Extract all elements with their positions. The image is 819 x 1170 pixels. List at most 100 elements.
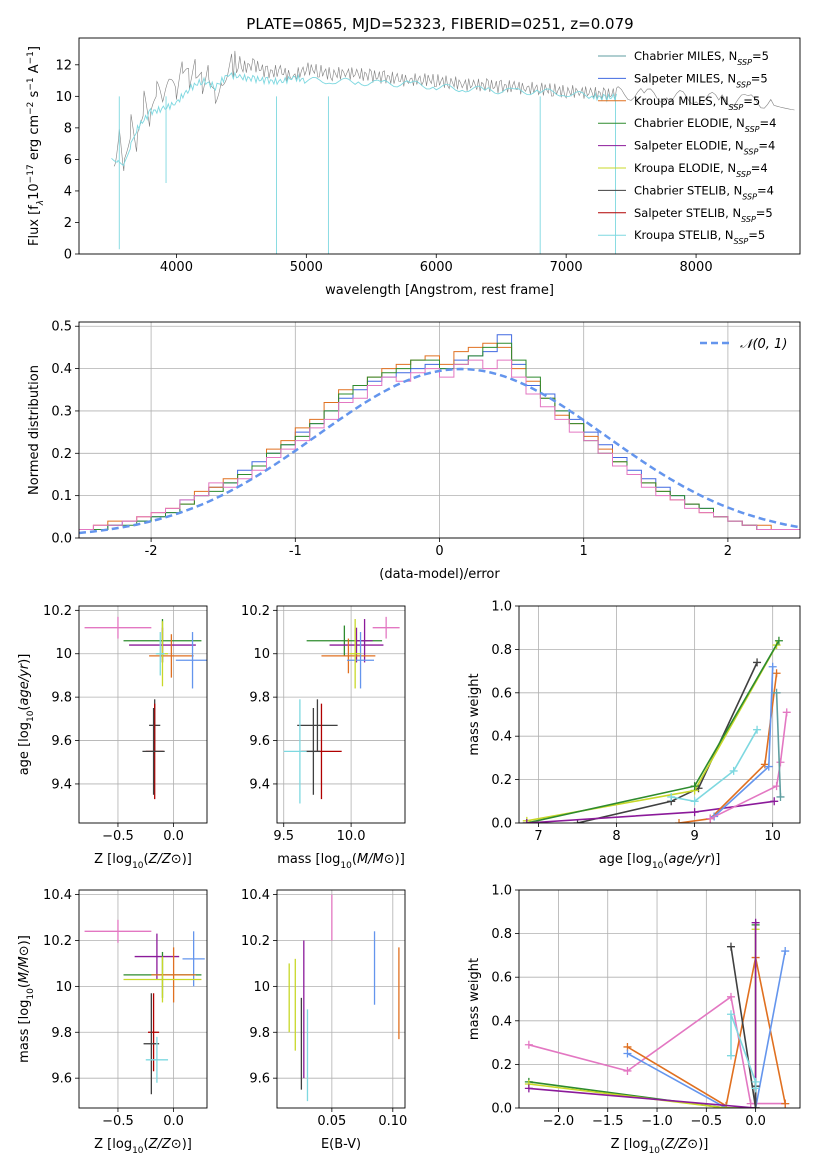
weight-line <box>577 662 758 823</box>
label-part: log <box>17 1000 32 1020</box>
grid-lines <box>277 890 405 1108</box>
y-tick-label: 10 <box>253 980 270 995</box>
axes-frame <box>518 605 801 824</box>
y-tick-label: 9.4 <box>51 777 72 792</box>
weight-marker <box>772 782 781 791</box>
y-tick-label: 0.2 <box>51 447 72 462</box>
label-part: log <box>632 852 652 867</box>
y-tick-label: 2 <box>64 216 72 231</box>
label-part: Chabrier ELODIE, N <box>634 116 745 130</box>
y-tick-label: 0.0 <box>51 532 72 547</box>
label-part: 10 <box>132 1146 144 1156</box>
y-axis-label: mass weight <box>467 958 482 1040</box>
grid-lines <box>519 605 800 824</box>
plots-group: 4000 5000 6000 7000 8000024681012wavelength … <box>17 37 801 1156</box>
weight-marker <box>746 1099 755 1108</box>
y-tick-label: 0.3 <box>51 404 72 419</box>
label-part: ] <box>27 46 42 51</box>
ticks: 9.5 10.0 9.4 9.6 9.8 10 10.2 <box>241 604 366 844</box>
y-axis-label: mass [log10(M/M⊙)] <box>17 935 36 1063</box>
weight-marker <box>706 814 715 823</box>
y-tick-label: 12 <box>55 58 72 73</box>
label-part: =5 <box>752 49 769 63</box>
label-part: Kroupa ELODIE, N <box>634 161 736 175</box>
label-part: mass [ <box>277 852 320 867</box>
legend-label: Kroupa STELIB, NSSP=5 <box>634 228 765 246</box>
y-tick-label: 0.0 <box>491 817 512 832</box>
label-part: M/M⊙ <box>357 852 395 867</box>
x-tick-label: −0.5 <box>102 1114 134 1129</box>
legend-label: Salpeter STELIB, NSSP=5 <box>634 206 773 224</box>
legend-label: Chabrier MILES, NSSP=5 <box>634 49 769 67</box>
label-part: =4 <box>757 183 774 197</box>
y-tick-label: 0.4 <box>491 730 512 745</box>
x-tick-label: -1 <box>289 544 302 559</box>
y-axis-label: mass weight <box>467 673 482 755</box>
legend-label: Kroupa MILES, NSSP=5 <box>634 94 760 112</box>
y-tick-label: 9.8 <box>51 1026 72 1041</box>
x-tick-label: 0.0 <box>163 829 184 844</box>
label-part: )] <box>710 852 720 867</box>
label-part: =4 <box>758 139 775 153</box>
weight-marker <box>726 1051 735 1060</box>
x-tick-label: −1.0 <box>641 1114 673 1129</box>
panel-spectrum: 4000 5000 6000 7000 8000 0 2 4 6 8 10 12 wavelength … <box>26 37 801 298</box>
error-bar-point <box>151 947 196 1003</box>
weight-line <box>528 922 757 1108</box>
legend-label: Chabrier STELIB, NSSP=4 <box>634 183 774 201</box>
label-part: Kroupa STELIB, N <box>634 228 734 242</box>
weight-marker <box>770 797 779 806</box>
weight-marker <box>623 1049 632 1058</box>
label-part: )] <box>698 1137 708 1152</box>
y-tick-label: 0.8 <box>491 927 512 942</box>
x-tick-label: 9.5 <box>273 829 294 844</box>
y-tick-label: 0 <box>64 248 72 263</box>
weight-marker <box>781 947 790 956</box>
y-tick-label: 0.8 <box>491 643 512 658</box>
label-part: Z [ <box>611 1137 629 1152</box>
label-part: SSP <box>737 58 752 67</box>
label-part: A <box>27 64 42 77</box>
x-tick-label: −0.5 <box>102 829 134 844</box>
y-tick-label: 0.6 <box>491 971 512 986</box>
axes-frame <box>78 605 208 824</box>
y-axis-label: Flux [fλ10−17 erg cm−2 s−1 A−1] <box>26 46 46 246</box>
error-bar-point <box>134 933 180 980</box>
label-part: M/M⊙ <box>17 945 32 983</box>
label-part: SSP <box>744 147 759 156</box>
y-tick-label: 6 <box>64 153 72 168</box>
error-bar-point <box>142 707 165 795</box>
axes-frame <box>78 889 208 1109</box>
label-part: Z/Z⊙ <box>664 1137 698 1152</box>
label-part: 10 <box>340 861 352 871</box>
y-tick-label: 10.4 <box>43 888 72 903</box>
label-part: )] <box>17 935 32 945</box>
y-tick-label: 9.4 <box>249 777 270 792</box>
y-tick-label: 9.8 <box>51 691 72 706</box>
y-tick-label: 10 <box>253 647 270 662</box>
weight-marker <box>729 766 738 775</box>
label-part: =5 <box>743 94 760 108</box>
y-tick-label: 9.6 <box>51 734 72 749</box>
spectrum-model-line <box>111 71 617 167</box>
y-tick-label: 10.2 <box>43 604 72 619</box>
weight-marker <box>753 725 762 734</box>
legend-label: Chabrier ELODIE, NSSP=4 <box>634 116 776 134</box>
error-bar-point <box>148 993 160 1072</box>
label-part: SSP <box>741 214 756 223</box>
plot-area <box>522 636 791 823</box>
x-tick-label: 8 <box>612 829 620 844</box>
plot-area <box>84 919 205 1095</box>
error-bar-point <box>145 1036 169 1083</box>
plot-area <box>288 894 400 1102</box>
error-bar-point <box>84 616 152 639</box>
y-tick-label: 0.4 <box>491 1014 512 1029</box>
ticks: −0.5 0.0 9.6 9.8 10 10.2 10.4 <box>43 888 184 1129</box>
x-axis-label: Z [log10(Z/Z⊙)] <box>94 852 192 871</box>
y-tick-label: 9.8 <box>249 691 270 706</box>
label-part: =4 <box>751 161 768 175</box>
y-tick-label: 10.2 <box>241 934 270 949</box>
grid-lines <box>79 322 800 539</box>
